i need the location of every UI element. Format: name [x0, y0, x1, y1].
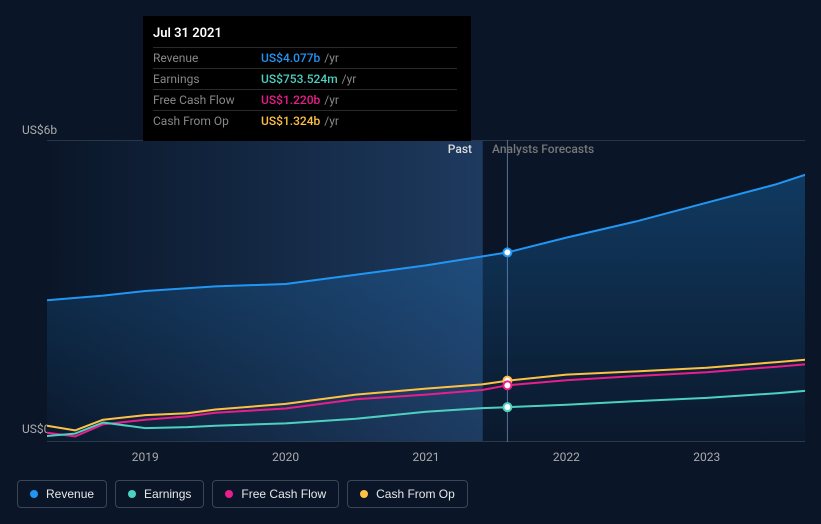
chart-container: Past Analysts Forecasts	[17, 140, 805, 442]
tooltip-row-label: Earnings	[153, 72, 261, 86]
legend-item-earnings[interactable]: Earnings	[115, 480, 204, 508]
legend-dot-icon	[30, 490, 38, 498]
tooltip-row-fcf: Free Cash Flow US$1.220b /yr	[153, 89, 457, 110]
x-tick: 2022	[553, 450, 580, 464]
x-tick: 2019	[132, 450, 159, 464]
legend-item-label: Cash From Op	[376, 487, 455, 501]
legend-dot-icon	[225, 490, 233, 498]
tooltip-row-label: Cash From Op	[153, 114, 261, 128]
chart-plot[interactable]: Past Analysts Forecasts	[47, 140, 805, 442]
tooltip-row-value: US$1.324b	[261, 114, 320, 128]
tooltip-row-value: US$4.077b	[261, 51, 320, 65]
section-label-forecast: Analysts Forecasts	[492, 142, 594, 156]
legend-item-label: Free Cash Flow	[241, 487, 326, 501]
x-tick: 2023	[693, 450, 720, 464]
x-tick: 2021	[413, 450, 440, 464]
legend-item-cfo[interactable]: Cash From Op	[347, 480, 468, 508]
chart-tooltip: Jul 31 2021 Revenue US$4.077b /yr Earnin…	[143, 16, 471, 141]
tooltip-row-cfo: Cash From Op US$1.324b /yr	[153, 110, 457, 131]
tooltip-row-revenue: Revenue US$4.077b /yr	[153, 47, 457, 68]
tooltip-row-unit: /yr	[324, 114, 339, 128]
legend-dot-icon	[360, 490, 368, 498]
x-axis-labels: 2019 2020 2021 2022 2023	[47, 450, 805, 468]
tooltip-row-unit: /yr	[324, 51, 339, 65]
x-tick: 2020	[272, 450, 299, 464]
tooltip-row-unit: /yr	[324, 93, 339, 107]
y-axis-label-top: US$6b	[22, 123, 57, 137]
chart-legend: Revenue Earnings Free Cash Flow Cash Fro…	[17, 480, 468, 508]
tooltip-row-earnings: Earnings US$753.524m /yr	[153, 68, 457, 89]
legend-item-revenue[interactable]: Revenue	[17, 480, 107, 508]
legend-item-fcf[interactable]: Free Cash Flow	[212, 480, 339, 508]
tooltip-row-label: Revenue	[153, 51, 261, 65]
tooltip-row-unit: /yr	[342, 72, 357, 86]
legend-item-label: Earnings	[144, 487, 191, 501]
tooltip-row-value: US$1.220b	[261, 93, 320, 107]
tooltip-row-value: US$753.524m	[261, 72, 338, 86]
legend-item-label: Revenue	[46, 487, 94, 501]
legend-dot-icon	[128, 490, 136, 498]
section-label-past: Past	[448, 142, 472, 156]
tooltip-date: Jul 31 2021	[153, 26, 457, 47]
chart-svg	[47, 140, 805, 442]
tooltip-row-label: Free Cash Flow	[153, 93, 261, 107]
